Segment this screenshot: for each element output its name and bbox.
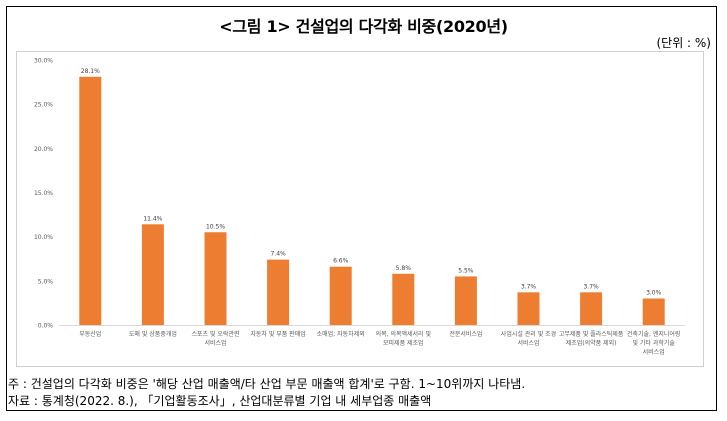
x-tick-label: 부동산업 — [79, 330, 101, 338]
data-label: 3.7% — [521, 283, 537, 290]
x-tick-label: 서비스업 — [517, 339, 539, 347]
x-tick-label: 전문서비스업 — [449, 330, 482, 338]
y-tick-label: 30.0% — [34, 58, 53, 65]
x-tick-label: 자동차 및 부품 판매업 — [250, 330, 305, 338]
x-tick-label: 의복, 의복액세서리 및 — [376, 330, 432, 338]
note-text: 주 : 건설업의 다각화 비중은 '해당 산업 매출액/타 산업 부문 매출액 … — [8, 377, 526, 391]
x-tick-label: 사업시설 관리 및 조경 — [501, 330, 556, 338]
bar — [204, 232, 227, 325]
x-tick-label: 스포츠 및 오락관련 — [192, 330, 240, 338]
bar — [392, 273, 415, 325]
chart-title: <그림 1> 건설업의 다각화 비중(2020년) — [219, 17, 508, 36]
y-tick-label: 20.0% — [34, 146, 53, 153]
bar — [580, 292, 603, 325]
x-tick-label: 제조업(의약품 제외) — [566, 339, 617, 347]
x-tick-label: 모피제품 제조업 — [383, 339, 424, 347]
bar — [642, 298, 665, 325]
x-tick-label: 서비스업 — [204, 339, 226, 347]
chart-area: 0.0% 5.0% 10.0% 15.0% 20.0% 25.0% 30.0% 28.1% 부동… — [16, 51, 704, 367]
notes: 주 : 건설업의 다각화 비중은 '해당 산업 매출액/타 산업 부문 매출액 … — [8, 376, 525, 410]
bar-chart: 0.0% 5.0% 10.0% 15.0% 20.0% 25.0% 30.0% 28.1% 부동… — [34, 58, 685, 356]
y-tick-label: 25.0% — [34, 102, 53, 109]
data-label: 28.1% — [81, 68, 100, 75]
y-tick-label: 0.0% — [38, 323, 54, 330]
x-tick-label: 소매업; 자동차제외 — [317, 330, 365, 338]
data-label: 6.6% — [333, 258, 349, 265]
bar — [79, 76, 102, 326]
x-tick-label: 도매 및 상품중개업 — [129, 330, 177, 338]
x-tick-label: 건축기술, 엔지니어링 — [627, 330, 681, 338]
source-text: 자료 : 통계청(2022. 8.), 「기업활동조사」, 산업대분류별 기업 … — [8, 394, 432, 408]
data-label: 3.0% — [646, 290, 662, 297]
x-tick-label: 고무제품 및 플라스틱제품 — [559, 330, 624, 338]
x-tick-label: 및 기타 과학기술 — [632, 339, 675, 347]
data-label: 5.8% — [396, 265, 412, 272]
x-tick-label: 서비스업 — [643, 348, 665, 356]
unit-label: (단위 : %) — [656, 36, 711, 50]
y-tick-label: 5.0% — [38, 278, 54, 285]
bar — [454, 276, 477, 325]
data-label: 5.5% — [458, 267, 474, 274]
bar — [517, 292, 540, 325]
data-label: 11.4% — [143, 215, 162, 222]
data-label: 3.7% — [583, 283, 599, 290]
bar — [141, 224, 164, 325]
bar — [267, 259, 290, 325]
y-tick-label: 10.0% — [34, 234, 53, 241]
data-label: 7.4% — [270, 251, 286, 258]
data-label: 10.5% — [206, 223, 225, 230]
bar — [329, 266, 352, 325]
y-tick-label: 15.0% — [34, 190, 53, 197]
